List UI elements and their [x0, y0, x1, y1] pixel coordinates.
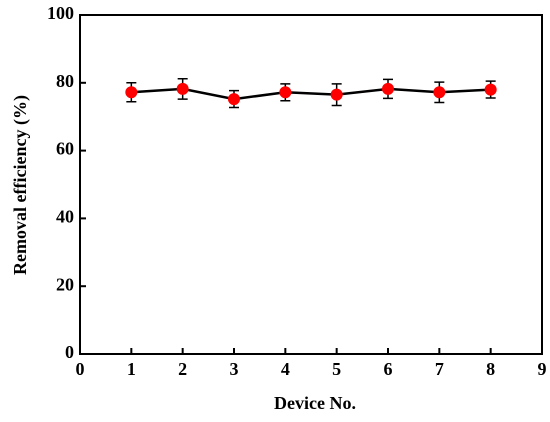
- marker: [484, 83, 497, 96]
- data-line: [131, 87, 491, 101]
- y-tick-label: 0: [65, 342, 74, 362]
- marker: [279, 86, 292, 99]
- y-tick-label: 60: [56, 139, 74, 159]
- y-tick-label: 20: [56, 274, 74, 294]
- x-tick-label: 1: [127, 359, 136, 379]
- x-tick-label: 7: [435, 359, 444, 379]
- x-tick-label: 2: [178, 359, 187, 379]
- y-tick-label: 80: [56, 71, 74, 91]
- y-tick-label: 40: [56, 207, 74, 227]
- x-tick-label: 3: [230, 359, 239, 379]
- plot-frame: [79, 14, 543, 355]
- marker: [125, 86, 138, 99]
- x-tick-label: 9: [538, 359, 547, 379]
- marker: [228, 93, 240, 106]
- x-tick-label: 5: [332, 359, 341, 379]
- marker: [330, 88, 343, 101]
- x-tick-label: 8: [486, 359, 495, 379]
- x-tick-label: 4: [281, 359, 290, 379]
- y-tick-label: 100: [47, 3, 74, 23]
- y-axis-label: Removal efficiency (%): [10, 95, 31, 275]
- marker: [382, 82, 394, 95]
- marker: [176, 82, 189, 95]
- marker: [433, 86, 446, 99]
- x-axis-label: Device No.: [274, 393, 356, 413]
- x-tick-label: 0: [76, 359, 85, 379]
- x-tick-label: 6: [384, 359, 393, 379]
